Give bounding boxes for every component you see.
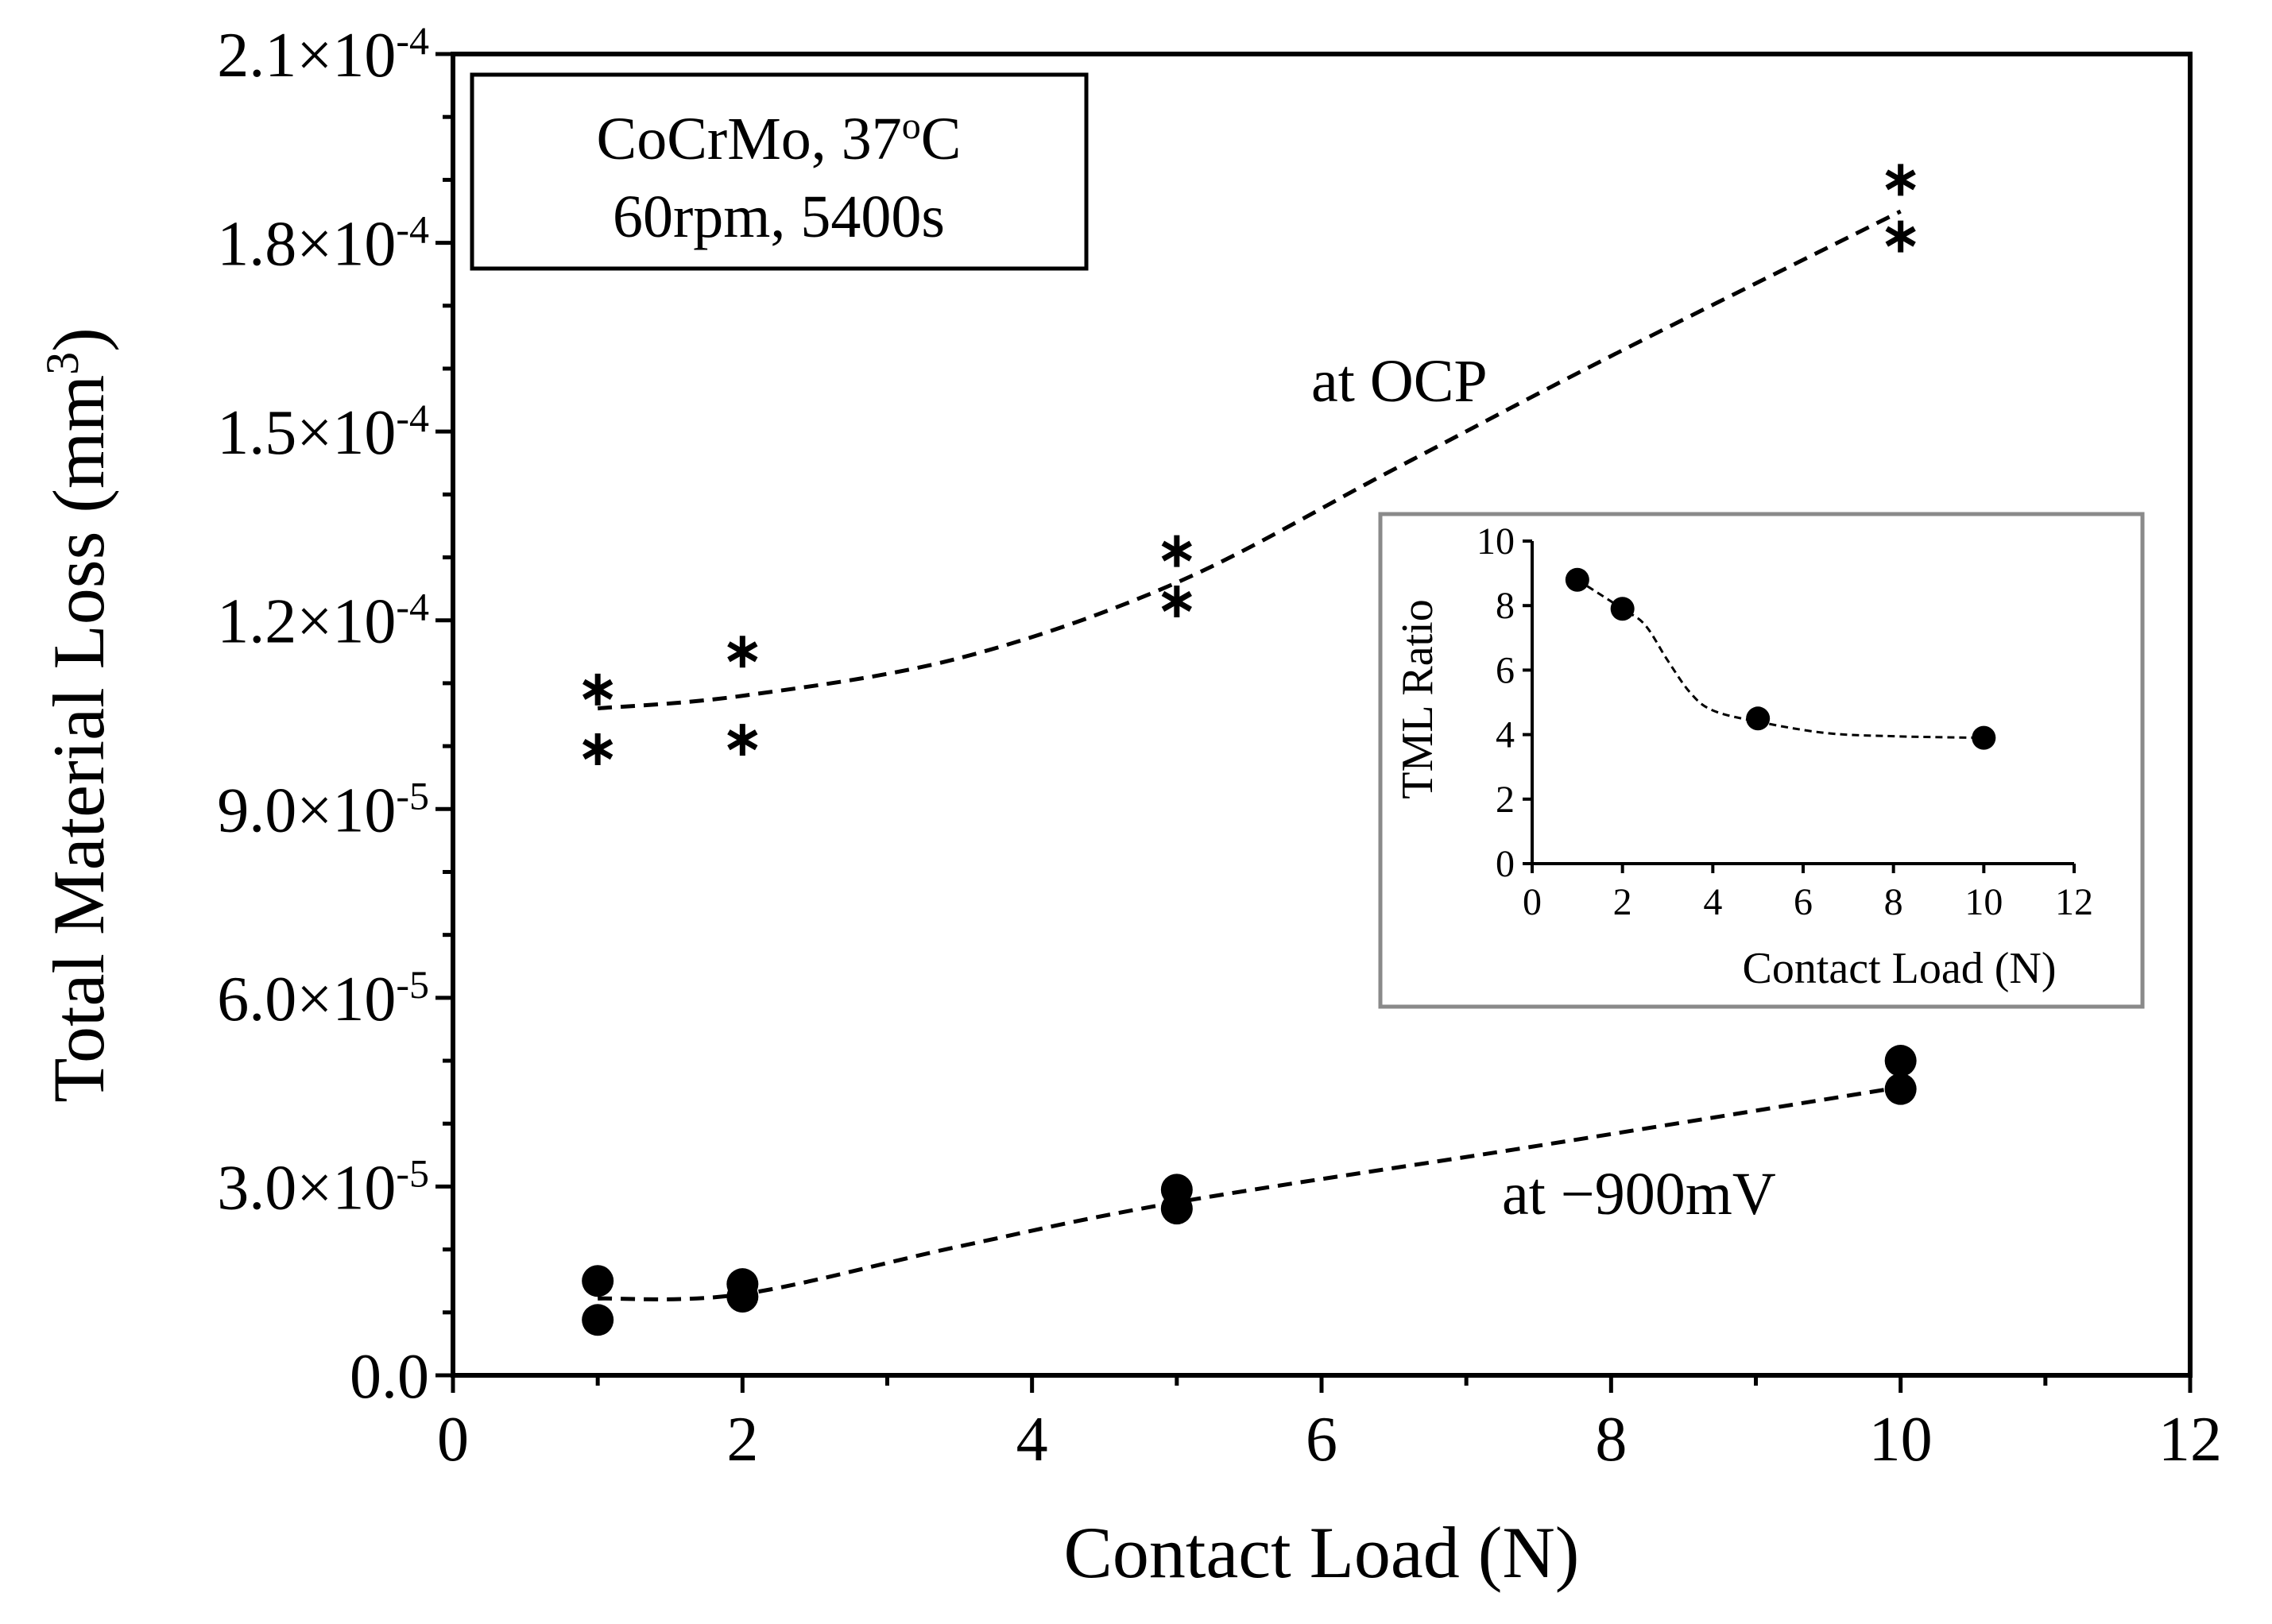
asterisk-stroke [583,679,613,700]
y-tick-label: 9.0×10-5 [217,773,429,845]
data-point-asterisk [1161,535,1192,567]
data-point-circle [582,1304,614,1336]
x-tick-label: 4 [1016,1405,1048,1475]
main-y-axis-title: Total Material Loss (mm3) [37,327,120,1103]
data-point-asterisk [727,636,758,668]
asterisk-stroke [1885,169,1916,191]
asterisk-stroke [1885,226,1916,247]
x-tick-label: 2 [726,1405,758,1475]
inset-x-tick-label: 2 [1613,881,1632,923]
inset-y-tick-label: 8 [1496,585,1515,627]
info-box [470,72,1089,271]
asterisk-stroke [727,729,758,751]
inset-y-tick-label: 2 [1496,779,1515,821]
y-tick-label: 3.0×10-5 [217,1150,429,1223]
x-tick-label: 6 [1306,1405,1337,1475]
y-tick-label: 1.8×10-4 [217,207,429,280]
data-point-circle [1884,1045,1917,1077]
y-tick-label: 1.5×10-4 [217,396,429,468]
y-tick-label: 6.0×10-5 [217,962,429,1034]
data-point-asterisk [1885,220,1916,253]
data-point-asterisk [727,724,758,756]
y-tick-label: 1.2×10-4 [217,585,429,657]
inset-trendline [1577,578,1984,740]
asterisk-stroke [1161,540,1192,562]
data-point-circle [726,1281,759,1313]
data-point-circle [1160,1193,1193,1225]
x-tick-label: 10 [1869,1405,1933,1475]
x-tick-label: 8 [1595,1405,1627,1475]
info-box-line-1: CoCrMo, 37oC [597,105,962,173]
inset-x-tick-label: 12 [2055,881,2093,923]
data-point-circle [582,1265,614,1297]
trendline-0 [597,209,1902,711]
inset-x-tick-label: 8 [1884,881,1903,923]
inset-data-points [1565,567,1996,750]
data-point-asterisk [1161,585,1192,617]
data-point-asterisk [583,673,613,706]
inset-y-axis-title: TML Ratio [1393,599,1442,798]
data-point-circle [1884,1073,1917,1105]
data-point-asterisk [1885,164,1916,196]
asterisk-stroke [1161,590,1192,612]
y-tick-label: 0.0 [350,1342,429,1412]
inset-data-point [1610,597,1635,621]
inset-x-tick-label: 4 [1703,881,1722,923]
x-tick-label: 12 [2158,1405,2222,1475]
inset-y-tick-label: 0 [1496,843,1515,885]
main-x-tick-labels: 0 2 4 6 8 10 12 [437,1405,2222,1475]
series-label-ocp: at OCP [1311,348,1488,415]
series-label-900mv: at −900mV [1502,1161,1776,1228]
asterisk-stroke [583,739,613,760]
asterisk-stroke [727,641,758,663]
inset-x-axis-title: Contact Load (N) [1743,944,2057,993]
inset-y-tick-label: 6 [1496,649,1515,691]
main-tick-marks [435,52,2193,1393]
main-x-axis-title: Contact Load (N) [1064,1512,1580,1593]
inset-y-tick-label: 4 [1496,714,1515,756]
inset-trendline-0 [1577,578,1984,740]
y-tick-label: 2.1×10-4 [217,18,429,91]
inset-data-point [1746,706,1771,731]
data-point-asterisk [583,733,613,766]
inset-data-point [1972,725,1996,750]
main-data-points [582,164,1917,1336]
inset-x-tick-label: 6 [1794,881,1813,923]
inset-y-tick-label: 10 [1477,520,1515,563]
inset-axes: 0 2 4 6 8 10 0 2 4 6 8 10 12 [1477,520,2093,923]
main-y-tick-labels: 0.0 3.0×10-5 6.0×10-5 9.0×10-5 1.2×10-4 1.5×1… [217,18,429,1412]
x-tick-label: 0 [437,1405,469,1475]
inset-data-point [1565,567,1589,592]
inset-x-tick-label: 10 [1964,881,2003,923]
inset-panel [1378,512,2145,1009]
info-box-line-2: 60rpm, 5400s [613,184,945,250]
inset-x-tick-label: 0 [1523,881,1542,923]
